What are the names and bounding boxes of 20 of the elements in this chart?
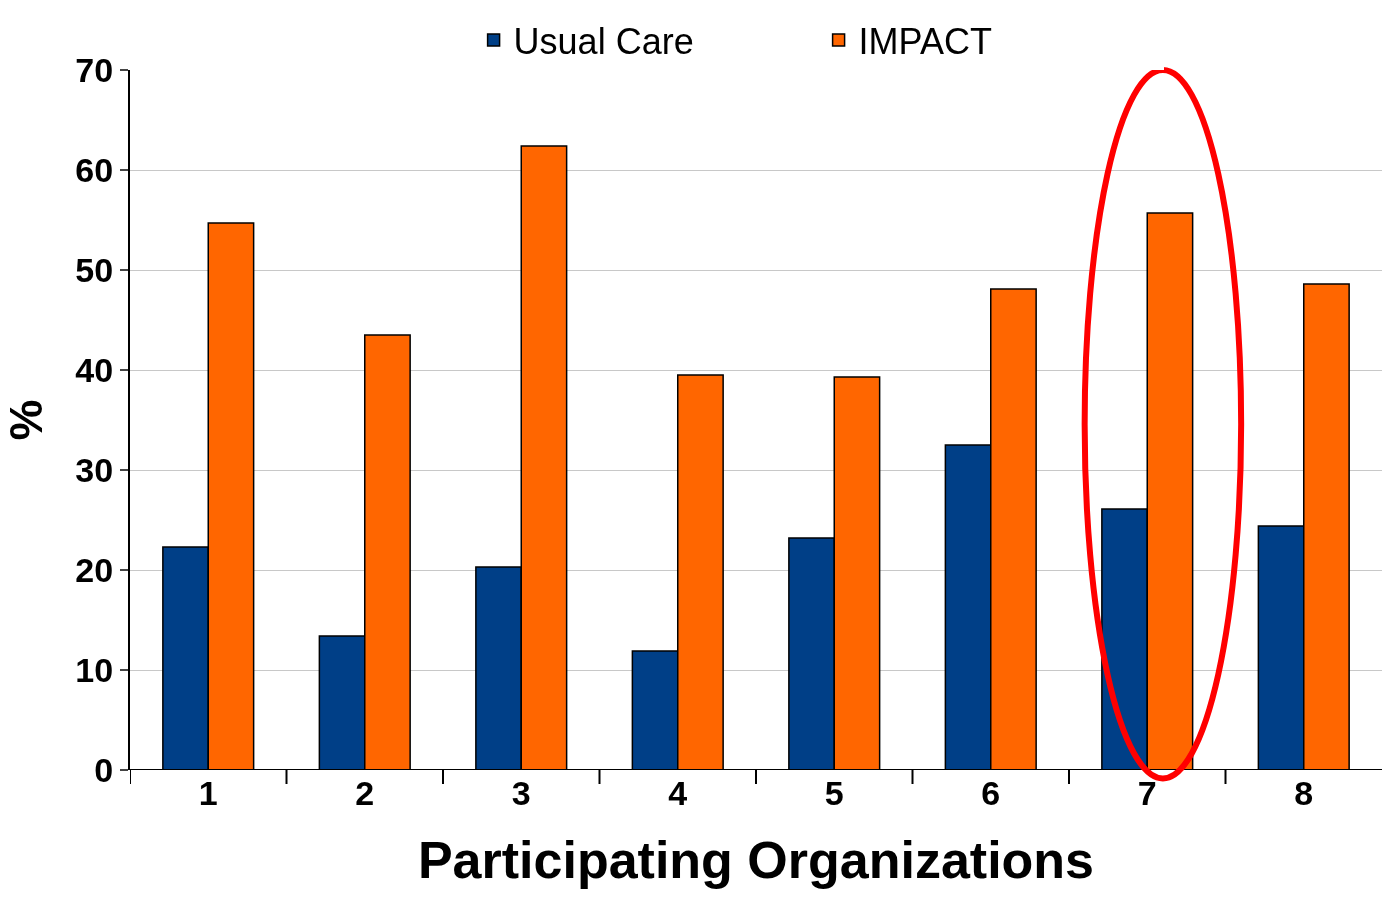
x-tick-label: 6: [981, 774, 1001, 812]
y-tick-label: 30: [75, 450, 114, 489]
x-tick-label: 2: [355, 774, 375, 812]
x-tick-label: 4: [668, 774, 688, 812]
x-tick-label: 7: [1137, 774, 1157, 812]
y-axis-title: %: [0, 399, 52, 441]
x-tick-label: 1: [198, 774, 218, 812]
y-tick-label: 60: [75, 150, 114, 189]
x-tick-label: 5: [824, 774, 844, 812]
y-tick-label: 50: [75, 250, 114, 289]
y-tick-label: 70: [75, 50, 114, 89]
legend-label: Usual Care: [513, 20, 694, 62]
y-tick-label: 10: [75, 650, 114, 689]
y-tick-label: 40: [75, 350, 114, 389]
x-tick-label: 8: [1294, 774, 1314, 812]
legend-label: IMPACT: [858, 20, 992, 62]
x-tick-label: 3: [511, 774, 531, 812]
y-tick-label: 0: [94, 750, 114, 789]
x-axis-title: Participating Organizations: [417, 830, 1095, 889]
y-tick-label: 20: [75, 550, 114, 589]
